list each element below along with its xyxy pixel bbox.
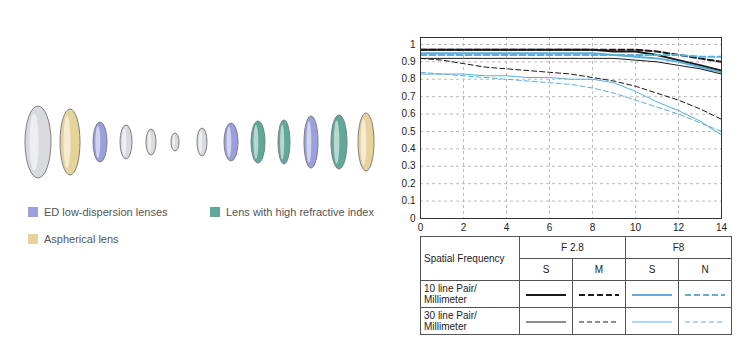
html-text:F8: F8: [672, 242, 685, 253]
html-text:Spatial Frequency: Spatial Frequency: [424, 253, 505, 264]
html-text:30 line Pair/: 30 line Pair/: [424, 310, 477, 321]
svg-text:0.2: 0.2: [402, 178, 416, 189]
svg-text:0.1: 0.1: [402, 195, 416, 206]
svg-text:0: 0: [418, 222, 424, 233]
svg-text:ED low-dispersion lenses: ED low-dispersion lenses: [44, 206, 168, 218]
svg-text:10: 10: [630, 222, 642, 233]
svg-text:0.8: 0.8: [402, 73, 416, 84]
svg-text:0: 0: [410, 213, 416, 224]
html-text:F 2.8: F 2.8: [561, 242, 584, 253]
html-text:S: S: [648, 264, 656, 275]
html-text:Millimeter: Millimeter: [424, 321, 467, 332]
html-text:S: S: [542, 264, 550, 275]
svg-text:0.9: 0.9: [402, 56, 416, 67]
svg-text:12: 12: [673, 222, 685, 233]
html-text:N: N: [701, 264, 709, 275]
html-text:M: M: [594, 264, 604, 275]
svg-text:14: 14: [716, 222, 728, 233]
svg-text:Lens with high refractive inde: Lens with high refractive index: [226, 206, 374, 218]
svg-text:Aspherical lens: Aspherical lens: [44, 233, 119, 245]
svg-text:0.5: 0.5: [402, 126, 416, 137]
svg-text:0.7: 0.7: [402, 91, 416, 102]
svg-text:2: 2: [461, 222, 467, 233]
svg-text:0.6: 0.6: [402, 108, 416, 119]
svg-text:4: 4: [504, 222, 510, 233]
svg-text:0.4: 0.4: [402, 143, 416, 154]
svg-text:0.3: 0.3: [402, 160, 416, 171]
svg-text:6: 6: [547, 222, 553, 233]
html-text:10 line Pair/: 10 line Pair/: [424, 283, 477, 294]
svg-text:8: 8: [590, 222, 596, 233]
html-text:Millimeter: Millimeter: [424, 294, 467, 305]
svg-text:1: 1: [410, 39, 416, 50]
